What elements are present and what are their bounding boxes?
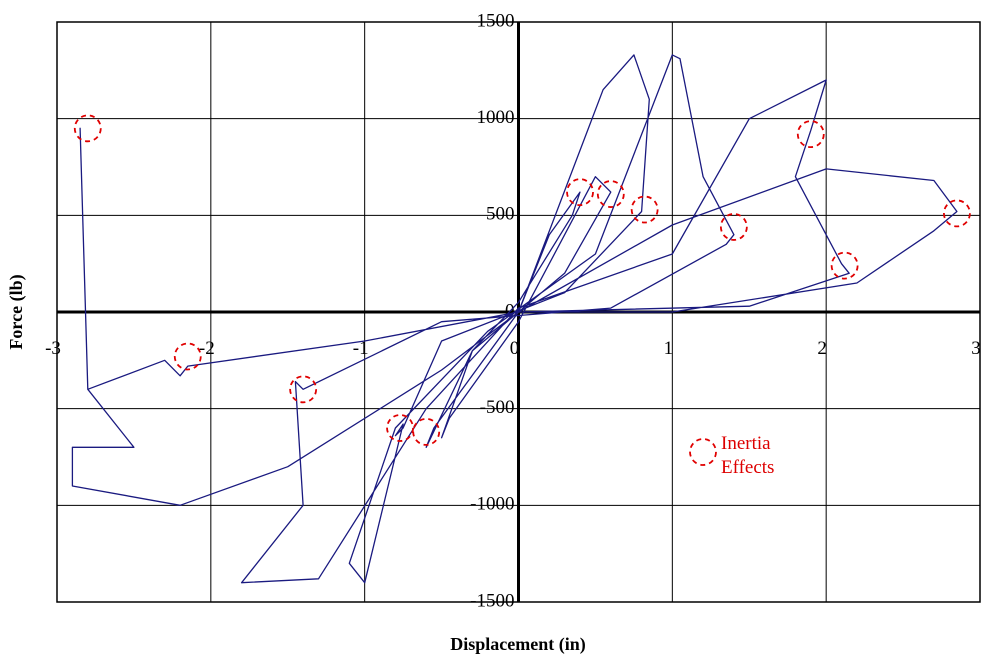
y-tick-label: 1000 [477,107,515,128]
y-tick-label: 1500 [477,10,515,31]
inertia-marker [943,199,971,228]
inertia-marker [796,120,825,149]
y-tick-label: -1500 [470,590,514,611]
inertia-marker [566,178,594,207]
inertia-marker [386,414,414,442]
y-tick-label: 500 [486,204,515,225]
legend-symbol [689,438,717,466]
hysteresis-curve [71,54,958,584]
inertia-marker [289,375,318,404]
x-tick-label: -2 [199,338,215,359]
inertia-marker [596,180,625,208]
y-axis-title: Force (lb) [6,274,27,349]
x-tick-label: -1 [353,338,369,359]
inertia-marker [830,251,859,280]
x-tick-label: 0 [510,338,520,359]
y-tick-label: -1000 [470,494,514,515]
x-axis-title: Displacement (in) [450,634,585,655]
inertia-marker [73,114,102,143]
x-tick-label: 2 [817,338,827,359]
inertia-marker [412,417,441,446]
x-tick-label: 1 [664,338,674,359]
x-tick-label: 3 [971,338,981,359]
inertia-marker [173,342,202,371]
y-tick-label: -500 [480,397,515,418]
x-tick-label: -3 [45,338,61,359]
inertia-marker [630,195,659,224]
legend-label: Inertia Effects [721,433,775,478]
inertia-marker [719,213,748,241]
